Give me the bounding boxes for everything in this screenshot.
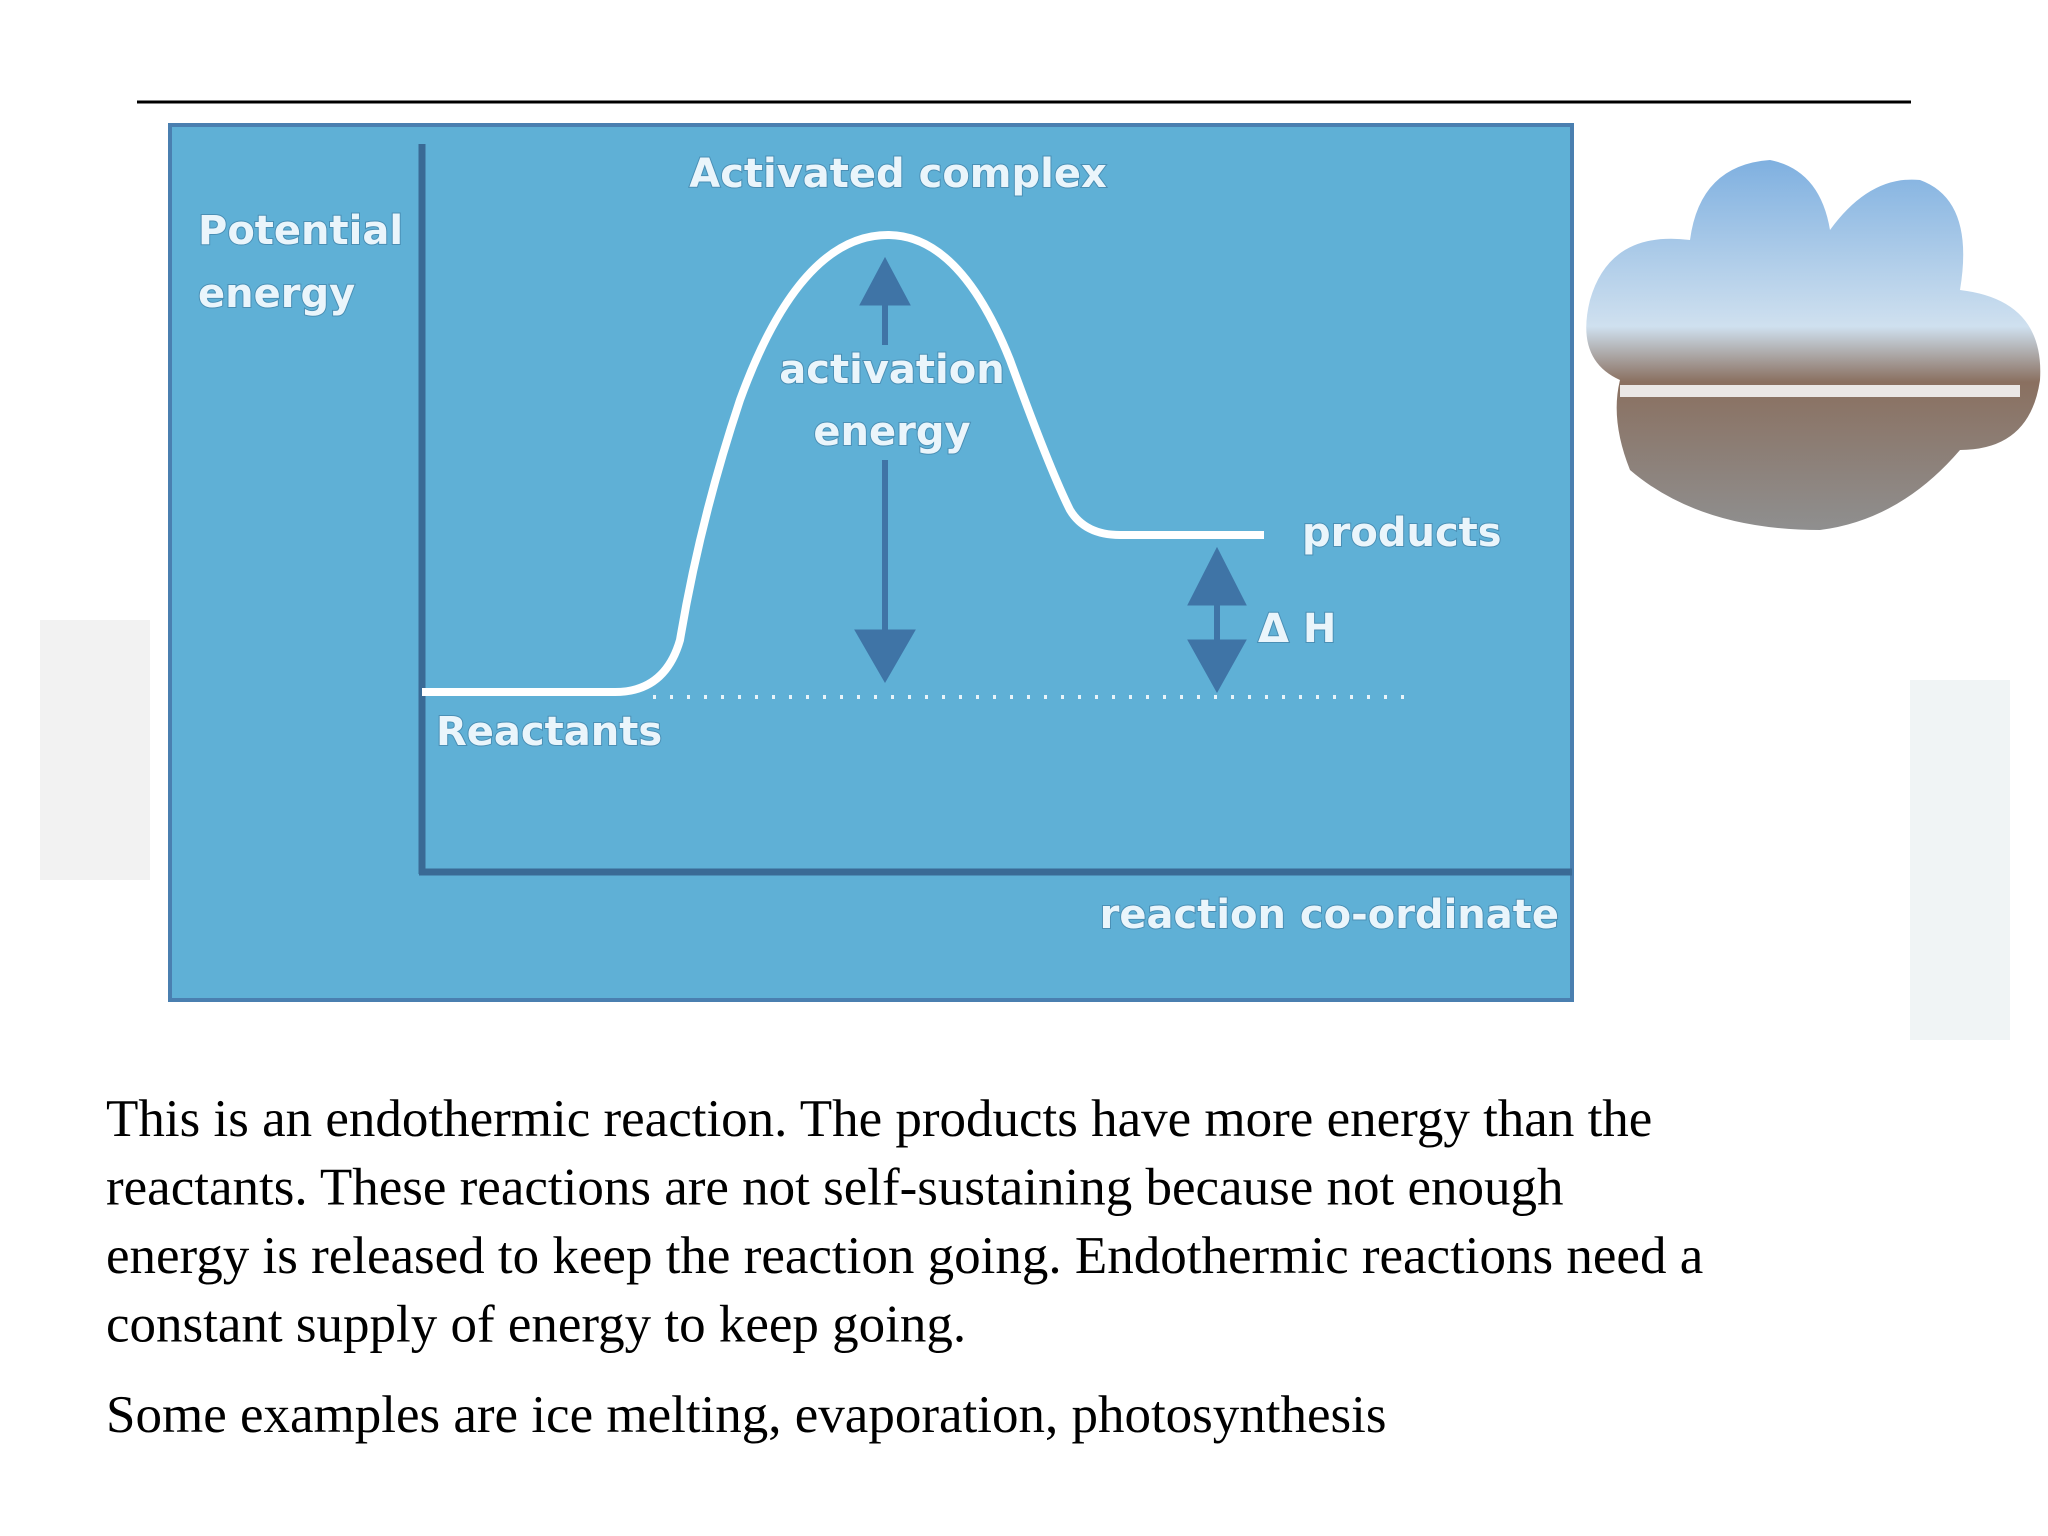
paragraph-line: Some examples are ice melting, evaporati…	[106, 1386, 1387, 1444]
y-axis-label: Potential	[198, 208, 403, 254]
paragraph-line: This is an endothermic reaction. The pro…	[106, 1090, 1652, 1148]
body-text: This is an endothermic reaction. The pro…	[106, 1090, 1703, 1444]
activation-label: energy	[813, 409, 970, 455]
reactants-label: Reactants	[436, 709, 662, 755]
paw-photo	[1586, 160, 2041, 530]
delta-h-arrow	[1187, 546, 1247, 694]
peak-label: Activated complex	[689, 151, 1107, 197]
background-photo	[40, 620, 150, 880]
y-axis-label: energy	[198, 271, 355, 317]
delta-h-label: Δ H	[1258, 606, 1336, 652]
products-label: products	[1302, 510, 1502, 556]
paragraph-line: constant supply of energy to keep going.	[106, 1296, 966, 1354]
diagram-panel	[168, 123, 1574, 1002]
x-axis-label: reaction co-ordinate	[1100, 892, 1559, 938]
activation-label: activation	[779, 347, 1004, 393]
energy-curve	[422, 230, 1264, 696]
paragraph-line: reactants. These reactions are not self-…	[106, 1159, 1563, 1217]
paragraph-line: energy is released to keep the reaction …	[106, 1227, 1703, 1285]
activation-arrow	[854, 256, 916, 684]
background-photo	[1910, 680, 2010, 1040]
